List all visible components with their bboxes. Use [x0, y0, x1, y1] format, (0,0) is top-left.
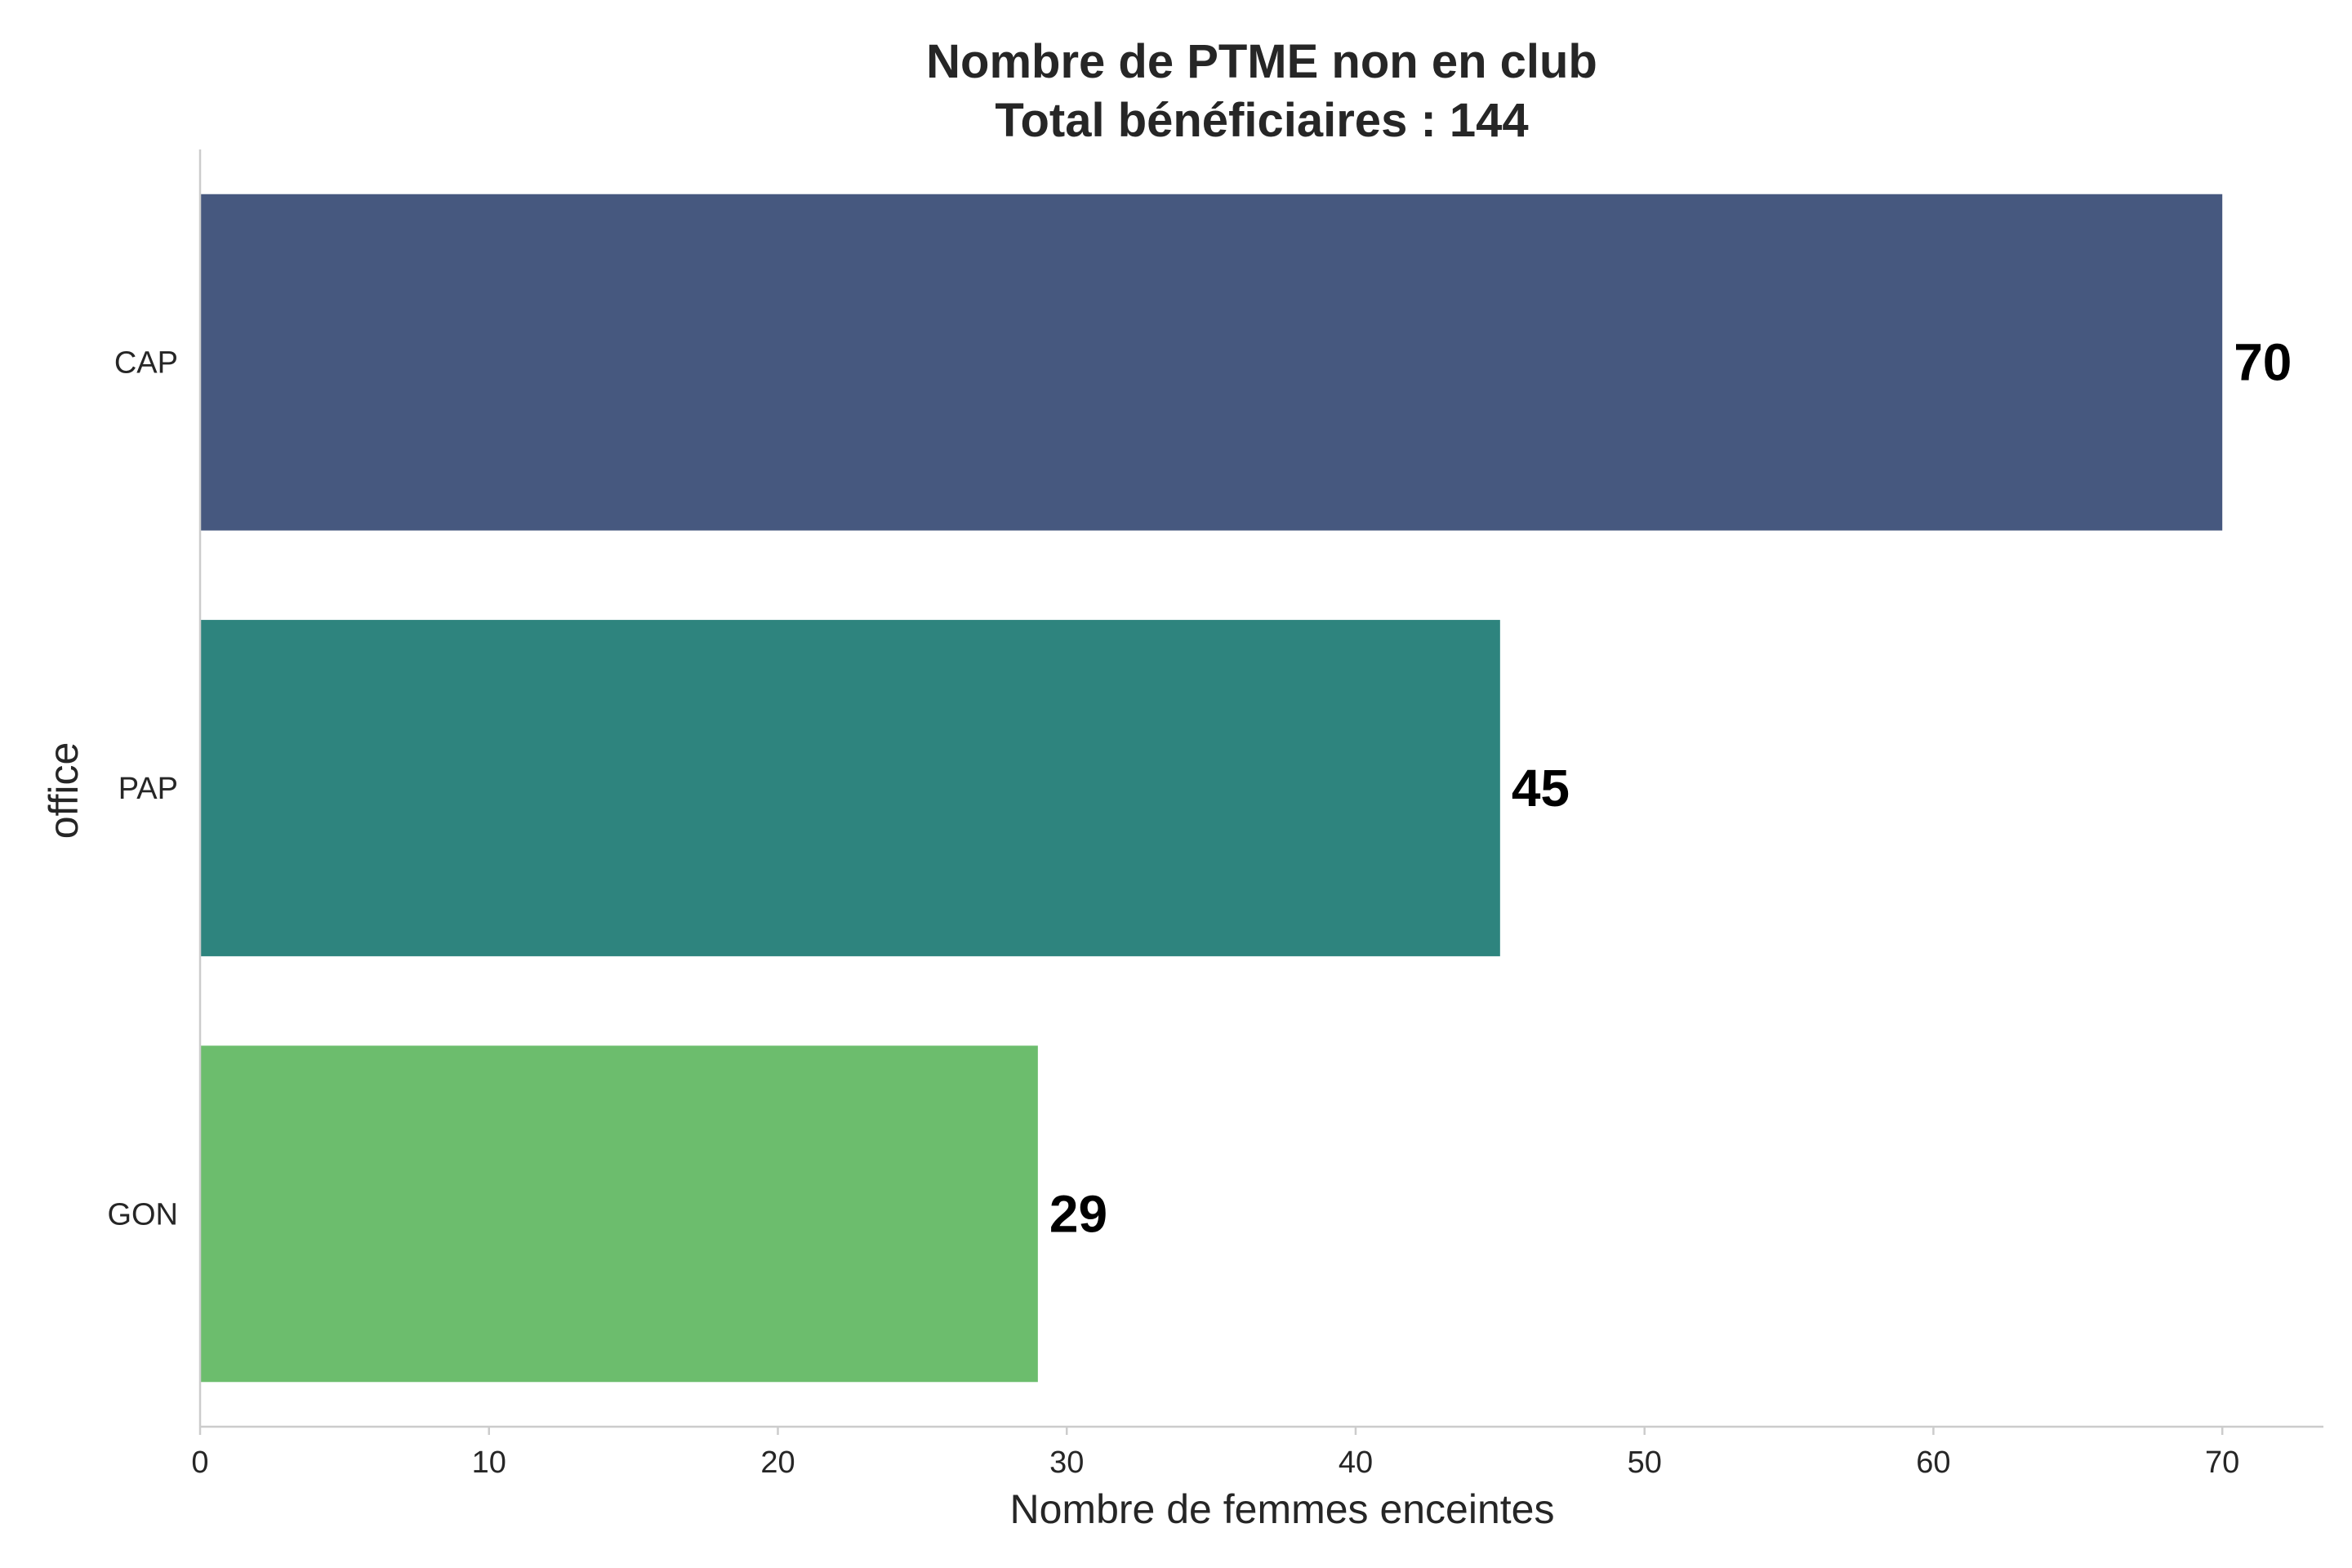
- x-tick-label-30: 30: [1049, 1446, 1084, 1480]
- bar-cap: [200, 194, 2223, 531]
- x-tick-label-0: 0: [191, 1446, 208, 1480]
- chart-subtitle: Total bénéficiaires : 144: [995, 94, 1528, 147]
- value-label-pap: 45: [1512, 759, 1570, 817]
- x-tick-label-20: 20: [760, 1446, 795, 1480]
- bars-group: [200, 194, 2223, 1383]
- x-axis-ticks: 0 10 20 30 40 50 60 70: [191, 1427, 2239, 1480]
- value-label-cap: 70: [2234, 333, 2292, 392]
- y-tick-label-cap: CAP: [114, 346, 178, 381]
- chart-title: Nombre de PTME non en club: [926, 35, 1597, 88]
- y-tick-label-gon: GON: [107, 1197, 178, 1232]
- x-tick-label-50: 50: [1628, 1446, 1662, 1480]
- x-tick-label-10: 10: [472, 1446, 506, 1480]
- x-tick-label-70: 70: [2205, 1446, 2239, 1480]
- bar-gon: [200, 1045, 1038, 1383]
- x-tick-label-60: 60: [1916, 1446, 1950, 1480]
- bar-pap: [200, 620, 1500, 956]
- y-axis-ticks: CAP PAP GON: [107, 346, 178, 1232]
- x-axis-label: Nombre de femmes enceintes: [1010, 1486, 1555, 1532]
- value-labels-group: 70 45 29: [1049, 333, 2292, 1244]
- value-label-gon: 29: [1049, 1184, 1107, 1243]
- y-tick-label-pap: PAP: [118, 772, 178, 806]
- x-tick-label-40: 40: [1339, 1446, 1373, 1480]
- y-axis-label: office: [41, 742, 87, 840]
